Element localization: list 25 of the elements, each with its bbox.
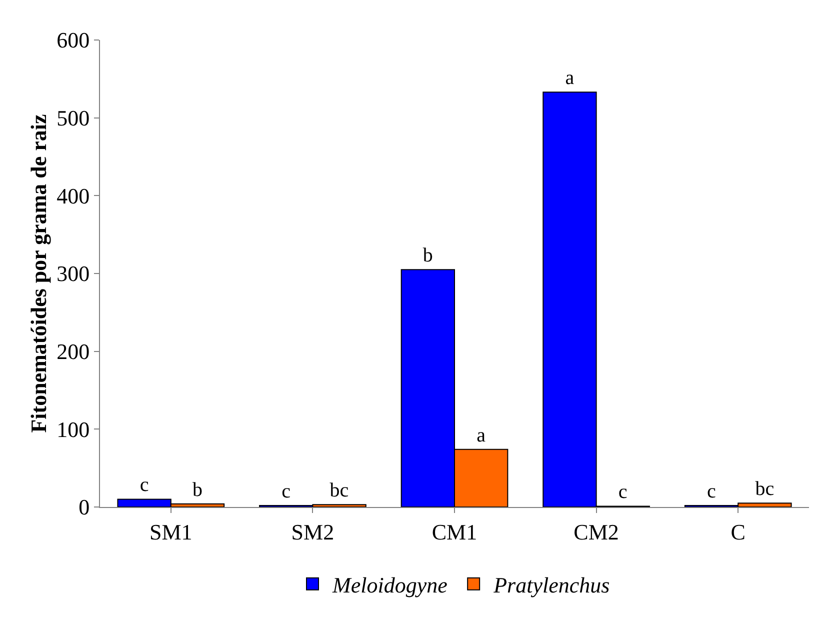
data-label: c — [618, 481, 628, 504]
y-axis-title: Fitonematóides por grama de raiz — [26, 114, 51, 433]
y-tick-label: 500 — [56, 106, 90, 131]
data-label: c — [140, 474, 149, 496]
x-tick-label: CM2 — [574, 519, 619, 544]
data-label: c — [707, 480, 716, 502]
data-label: a — [565, 67, 574, 90]
x-tick-label: SM1 — [150, 519, 192, 544]
y-tick-label: 200 — [56, 339, 90, 364]
y-tick-label: 600 — [56, 28, 90, 53]
x-tick-label: CM1 — [432, 519, 478, 544]
y-tick-label: 400 — [56, 183, 90, 208]
data-label: bc — [755, 478, 774, 500]
legend-label: Meloidogyne — [332, 572, 448, 598]
x-tick-label: C — [730, 519, 746, 544]
data-label: a — [476, 424, 486, 446]
data-label: c — [282, 480, 291, 502]
y-tick-label: 300 — [56, 261, 90, 286]
y-tick-label: 100 — [56, 416, 90, 442]
x-tick-label: SM2 — [291, 519, 334, 544]
y-tick-label: 0 — [78, 494, 90, 520]
data-label: b — [192, 478, 202, 501]
data-label: bc — [330, 480, 349, 502]
data-label: b — [422, 244, 433, 267]
legend-label: Pratylenchus — [492, 572, 610, 598]
